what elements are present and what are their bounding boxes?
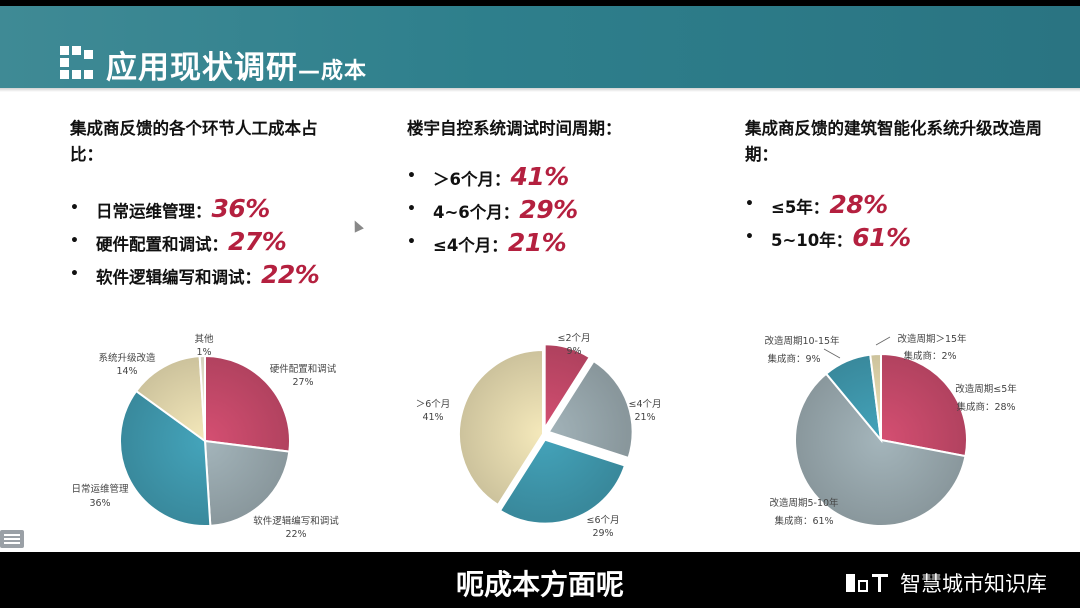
pie-label: 硬件配置和调试 xyxy=(270,363,337,375)
column-labor-cost: 集成商反馈的各个环节人工成本占比： • 日常运维管理：36% • 硬件配置和调试：2… xyxy=(70,116,340,291)
bullet-list: • ＞6个月：41% • 4~6个月：29% • ≤4个月：21% xyxy=(407,160,677,259)
pie-slice-1 xyxy=(204,354,291,453)
bullet-list: • 日常运维管理：36% • 硬件配置和调试：27% • 软件逻辑编写和调试：22% xyxy=(70,192,340,291)
pie-slice-5 xyxy=(198,354,206,442)
pie-chart-labor-cost: 其他 1% 系统升级改造 14% 硬件配置和调试 27% 日常运维管理 36% … xyxy=(71,333,339,540)
pie-slice-4 xyxy=(869,352,882,441)
pie-value-label: 集成商：61% xyxy=(774,515,833,527)
pie-chart-debug-period: ≤2个月 9% ≤4个月 21% ＞6个月 41% ≤6个月 29% xyxy=(416,333,662,539)
bullet-item: • 4~6个月：29% xyxy=(407,195,578,224)
pie-slice-2 xyxy=(203,439,291,527)
bullet-item: • 日常运维管理：36% xyxy=(70,194,270,223)
pie-value-label: 36% xyxy=(89,498,110,509)
pie-slice-4 xyxy=(458,348,544,507)
column-debug-period: 楼宇自控系统调试时间周期： • ＞6个月：41% • 4~6个月：29% • ≤4个月… xyxy=(407,116,677,259)
slide: 应用现状调研—成本 集成商反馈的各个环节人工成本占比： • 日常运维管理：36% … xyxy=(0,6,1080,552)
bullet-item: • ≤5年：28% xyxy=(745,190,888,219)
pie-slice-4 xyxy=(134,355,207,444)
pie-value-label: 27% xyxy=(292,377,313,388)
column-title: 集成商反馈的各个环节人工成本占比： xyxy=(70,119,318,164)
bullet-item: • 硬件配置和调试：27% xyxy=(70,227,287,256)
pie-label: ≤6个月 xyxy=(586,515,619,526)
pie-value-label: 29% xyxy=(592,528,613,539)
pie-chart-upgrade-period: 改造周期10-15年 集成商：9% 改造周期＞15年 集成商：2% 改造周期≤5… xyxy=(764,333,1017,527)
page-title: 应用现状调研—成本 xyxy=(106,50,368,86)
mouse-cursor-icon xyxy=(350,218,364,233)
pie-value-label: 14% xyxy=(116,366,137,377)
pie-slice-2 xyxy=(547,359,634,460)
pie-label: 其他 xyxy=(194,333,214,345)
pie-value-label: 集成商：28% xyxy=(956,401,1015,413)
pie-slice-3 xyxy=(119,389,212,527)
pie-label: ≤2个月 xyxy=(557,333,590,344)
page-subtitle: —成本 xyxy=(298,59,368,84)
column-title: 楼宇自控系统调试时间周期： xyxy=(407,119,622,138)
grid-logo-icon xyxy=(60,46,94,80)
video-caption: 呃成本方面呢 xyxy=(455,568,624,601)
pie-value-label: 集成商：2% xyxy=(903,350,956,362)
pie-label: ≤4个月 xyxy=(628,399,661,410)
side-menu-icon[interactable] xyxy=(0,530,24,548)
pie-value-label: 41% xyxy=(422,412,443,423)
bullet-item: • 软件逻辑编写和调试：22% xyxy=(70,260,320,289)
pie-label: 日常运维管理 xyxy=(71,483,129,495)
pie-label: 改造周期10-15年 xyxy=(764,335,840,347)
bullet-item: • ＞6个月：41% xyxy=(407,162,569,191)
pie-label: 改造周期≤5年 xyxy=(955,383,1017,395)
pie-slice-1 xyxy=(543,343,592,432)
bullet-list: • ≤5年：28% • 5~10年：61% xyxy=(745,188,1045,254)
column-title: 集成商反馈的建筑智能化系统升级改造周期： xyxy=(745,119,1042,164)
header-bar: 应用现状调研—成本 xyxy=(0,6,1080,92)
bullet-item: • 5~10年：61% xyxy=(745,223,911,252)
bullet-item: • ≤4个月：21% xyxy=(407,228,567,257)
column-upgrade-period: 集成商反馈的建筑智能化系统升级改造周期： • ≤5年：28% • 5~10年：61% xyxy=(745,116,1045,254)
pie-value-label: 21% xyxy=(634,412,655,423)
pie-value-label: 9% xyxy=(566,346,581,357)
pie-label: 系统升级改造 xyxy=(98,352,156,364)
pie-label: 改造周期5-10年 xyxy=(769,497,839,509)
pie-slice-1 xyxy=(880,352,968,458)
pie-value-label: 22% xyxy=(285,529,306,540)
pie-label: ＞6个月 xyxy=(416,399,451,410)
pie-value-label: 集成商：9% xyxy=(767,353,820,365)
watermark: 智慧城市知识库 xyxy=(846,568,1047,598)
pie-slice-2 xyxy=(794,372,967,527)
pie-label: 软件逻辑编写和调试 xyxy=(253,515,339,527)
pie-value-label: 1% xyxy=(196,347,211,358)
pie-label: 改造周期＞15年 xyxy=(897,333,967,345)
watermark-logo-icon xyxy=(846,572,892,594)
pie-slice-3 xyxy=(498,438,627,525)
watermark-text: 智慧城市知识库 xyxy=(900,572,1047,596)
